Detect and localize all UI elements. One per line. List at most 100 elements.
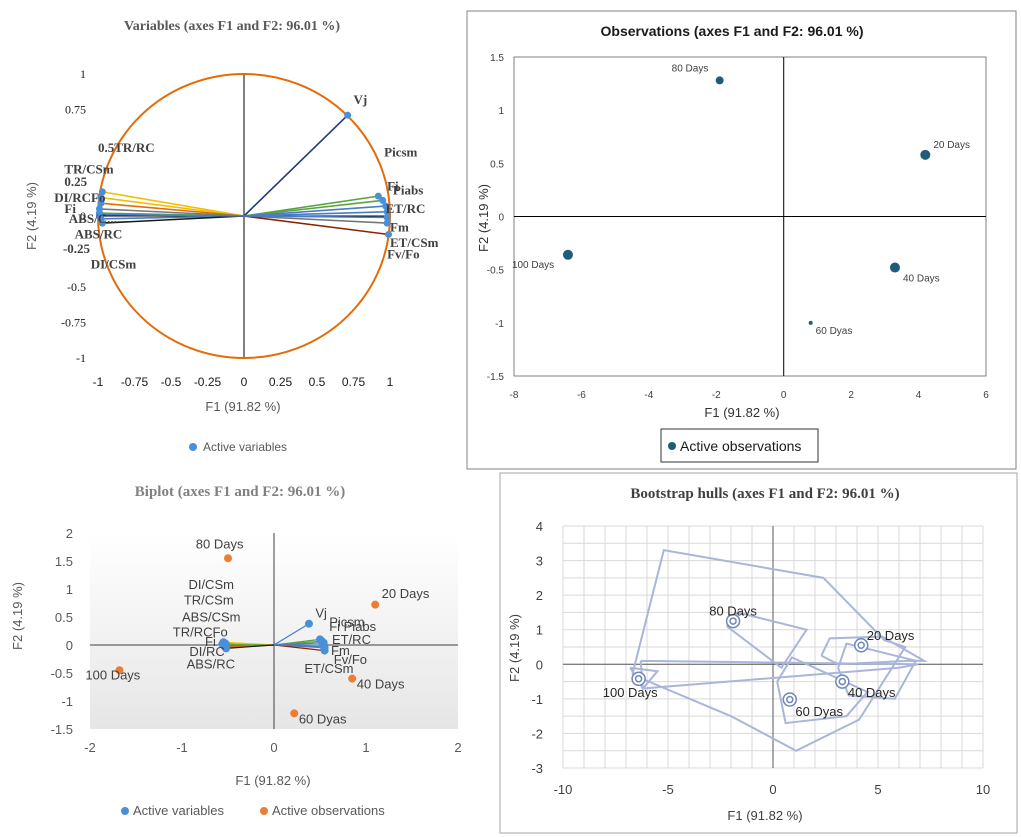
biplot-variable-label: DI/CSm [188, 577, 234, 592]
observations-y-tick-label: 1 [498, 106, 504, 117]
variables-y-tick-label: -0.75 [61, 316, 86, 330]
biplot-vector-line [226, 644, 275, 649]
biplot-y-tick-label: 0.5 [55, 610, 73, 625]
variables-point [95, 211, 103, 219]
observations-title: Observations (axes F1 and F2: 96.01 %) [601, 23, 864, 39]
variables-point-label: DI/RCFo [54, 190, 105, 205]
bootstrap-point-ring [631, 671, 646, 687]
variables-point [379, 196, 387, 204]
variables-point-label: 0.25 [64, 174, 87, 189]
biplot-variable-label: Fm [331, 643, 350, 658]
variables-x-tick-label: 0 [241, 375, 248, 389]
biplot-variable-label: Fi [205, 634, 216, 649]
bootstrap-point-ring [835, 674, 850, 689]
variables-vector-line [243, 114, 349, 217]
biplot-y-tick-label: 1.5 [55, 554, 73, 569]
observations-legend-marker [668, 442, 676, 450]
observations-y-tick-label: 0.5 [490, 159, 504, 170]
bootstrap-ylabel: F2 (4.19 %) [507, 614, 522, 682]
observations-point-label: 60 Dyas [816, 326, 853, 337]
biplot-vector-line [273, 623, 310, 646]
biplot-vector-line [273, 644, 324, 648]
variables-point-label: Fi [64, 201, 76, 216]
biplot-y-tick-label: -0.5 [51, 666, 73, 681]
bootstrap-y-tick-label: -2 [531, 726, 543, 741]
variables-x-tick-label: 0.25 [269, 375, 293, 389]
observations-y-tick-label: -0.5 [487, 266, 505, 277]
biplot-x-tick-label: 0 [270, 740, 277, 755]
biplot-legend-label-observations: Active observations [272, 803, 385, 818]
variables-point-label: DI/CSm [91, 257, 137, 272]
biplot-variable-point [319, 642, 328, 651]
bootstrap-hull [631, 549, 907, 752]
bootstrap-xlabel: F1 (91.82 %) [727, 808, 802, 823]
variables-vector-line [243, 210, 388, 217]
variables-vector-line [243, 215, 388, 219]
bootstrap-point-label: 40 Days [848, 685, 896, 700]
bootstrap-point-label: 20 Days [867, 628, 915, 643]
variables-title: Variables (axes F1 and F2: 96.01 %) [124, 19, 340, 34]
biplot-x-tick-label: -2 [84, 740, 96, 755]
bootstrap-x-tick-label: -5 [662, 782, 674, 797]
bootstrap-y-tick-label: 0 [536, 657, 543, 672]
variables-ylabel: F2 (4.19 %) [24, 182, 39, 250]
observations-point-label: 20 Days [933, 140, 970, 151]
variables-point [382, 202, 390, 210]
bootstrap-y-tick-label: 2 [536, 588, 543, 603]
biplot-y-tick-label: 1 [66, 582, 73, 597]
variables-vector-line [102, 191, 245, 217]
observations-x-tick-label: 6 [983, 390, 989, 401]
biplot-y-tick-label: 2 [66, 526, 73, 541]
bootstrap-x-tick-label: 5 [874, 782, 881, 797]
variables-point-label: Fv/Fo [387, 247, 420, 262]
observations-point-label: 80 Days [672, 63, 709, 74]
variables-xlabel: F1 (91.82 %) [205, 399, 280, 414]
variables-point [97, 194, 105, 202]
bootstrap-y-tick-label: -3 [531, 761, 543, 776]
biplot-variable-point [222, 644, 231, 653]
bootstrap-hull [837, 642, 918, 700]
variables-x-tick-label: 1 [387, 375, 394, 389]
variables-point-label: -0.25 [63, 241, 91, 256]
observations-point [715, 76, 724, 85]
variables-x-tick-label: 0.5 [309, 375, 326, 389]
variables-x-tick-label: -0.75 [121, 375, 149, 389]
variables-point [383, 213, 391, 221]
variables-plot-area: -1 -0.75 -0.5 -0.25 0 0.25 0.5 0.75 110.750-0.5-… [54, 67, 438, 389]
biplot-x-tick-label: 1 [362, 740, 369, 755]
variables-vector-line [243, 205, 386, 217]
variables-x-tick-label: -0.5 [161, 375, 182, 389]
bootstrap-point-core [634, 675, 643, 683]
variables-point [383, 208, 391, 216]
variables-point [374, 192, 382, 200]
biplot-observation-point [115, 666, 124, 675]
variables-x-tick-label: -0.25 [194, 375, 222, 389]
observations-point [562, 249, 573, 260]
biplot-ylabel: F2 (4.19 %) [10, 582, 25, 650]
variables-y-tick-label: 0 [80, 209, 86, 223]
biplot-observation-point [371, 600, 380, 609]
bootstrap-y-tick-label: 4 [536, 519, 543, 534]
variables-vector-line [243, 215, 389, 236]
biplot-observation-label: 60 Dyas [299, 711, 347, 726]
observations-point-label: 100 Days [512, 260, 554, 271]
variables-point [98, 188, 106, 196]
biplot-variable-point [304, 619, 313, 628]
observations-legend-box [660, 428, 819, 463]
biplot-variable-label: ET/RC [332, 632, 371, 647]
observations-chart: Observations (axes F1 and F2: 96.01 %) -… [466, 10, 1017, 470]
biplot-legend-label-variables: Active variables [133, 803, 225, 818]
observations-y-tick-label: -1 [495, 319, 504, 330]
biplot-variable-label: DI/RC [189, 644, 224, 659]
variables-point-label: ABS/C... [69, 211, 117, 226]
bootstrap-chart: Bootstrap hulls (axes F1 and F2: 96.01 %… [499, 472, 1018, 834]
observations-x-tick-label: 4 [916, 390, 922, 401]
biplot-variable-label: ET/CSm [304, 661, 353, 676]
observations-x-tick-label: 0 [781, 390, 787, 401]
biplot-variable-label: Vj [315, 606, 327, 621]
bootstrap-x-tick-label: -10 [554, 782, 573, 797]
observations-y-tick-label: 0 [498, 213, 504, 224]
variables-point [97, 199, 105, 207]
biplot-observation-label: 100 Days [85, 668, 140, 683]
bootstrap-point-core [857, 641, 865, 650]
